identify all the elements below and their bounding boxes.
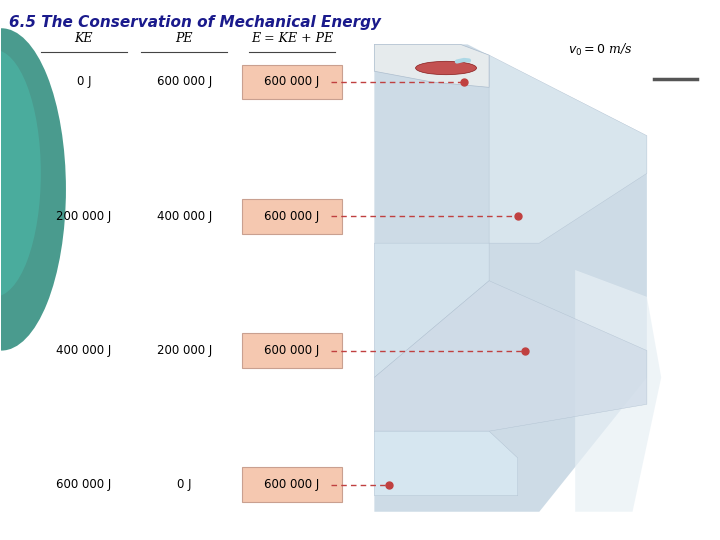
Text: $v_0 = 0$ m/s: $v_0 = 0$ m/s [568,42,633,58]
Ellipse shape [415,61,477,75]
Polygon shape [374,243,489,377]
Polygon shape [374,44,647,512]
Text: 0 J: 0 J [76,76,91,89]
Polygon shape [575,270,661,512]
Polygon shape [374,281,647,431]
Text: 200 000 J: 200 000 J [56,210,112,223]
Ellipse shape [0,50,41,297]
FancyBboxPatch shape [242,199,342,234]
Polygon shape [489,55,647,243]
Text: 400 000 J: 400 000 J [157,210,212,223]
Text: 0 J: 0 J [177,478,192,491]
Ellipse shape [0,28,66,350]
Text: 600 000 J: 600 000 J [264,478,320,491]
Text: 600 000 J: 600 000 J [264,76,320,89]
Text: 6.5 The Conservation of Mechanical Energy: 6.5 The Conservation of Mechanical Energ… [9,15,381,30]
FancyBboxPatch shape [242,333,342,368]
Text: 600 000 J: 600 000 J [157,76,212,89]
Text: PE: PE [176,32,193,45]
Text: 600 000 J: 600 000 J [264,210,320,223]
Text: 200 000 J: 200 000 J [157,344,212,357]
Text: 600 000 J: 600 000 J [264,344,320,357]
FancyBboxPatch shape [242,468,342,502]
Polygon shape [374,431,518,496]
Text: E = KE + PE: E = KE + PE [251,32,333,45]
Polygon shape [374,44,489,87]
Text: 400 000 J: 400 000 J [56,344,112,357]
Text: KE: KE [75,32,93,45]
Text: 600 000 J: 600 000 J [56,478,112,491]
FancyBboxPatch shape [242,64,342,99]
